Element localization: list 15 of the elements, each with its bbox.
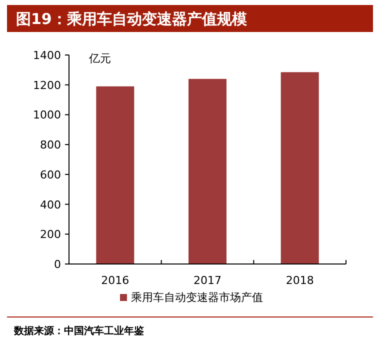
y-axis-title: 亿元 bbox=[88, 52, 111, 65]
x-tick-label: 2017 bbox=[194, 274, 222, 287]
y-tick-label: 600 bbox=[40, 168, 61, 182]
y-tick-label: 0 bbox=[54, 258, 61, 271]
y-tick-label: 400 bbox=[40, 198, 61, 212]
source-note: 数据来源：中国汽车工业年鉴 bbox=[13, 325, 144, 337]
x-tick-label: 2018 bbox=[286, 274, 314, 287]
y-tick-label: 1200 bbox=[33, 78, 61, 92]
legend-label: 乘用车自动变速器市场产值 bbox=[131, 291, 263, 304]
y-tick-label: 1400 bbox=[33, 49, 61, 62]
y-tick-label: 1000 bbox=[33, 108, 61, 122]
y-tick-label: 200 bbox=[40, 228, 61, 242]
chart-title: 图19：乘用车自动变速器产值规模 bbox=[16, 10, 248, 28]
x-tick-label: 2016 bbox=[101, 274, 130, 287]
y-tick-label: 800 bbox=[40, 138, 61, 152]
